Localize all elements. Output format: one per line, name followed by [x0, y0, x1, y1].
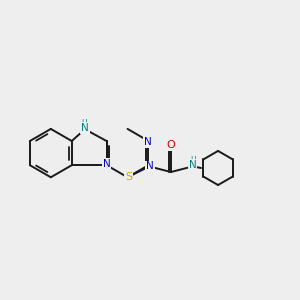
- Text: N: N: [146, 161, 154, 171]
- Text: N: N: [189, 160, 196, 170]
- Text: N: N: [103, 159, 110, 169]
- Text: N: N: [81, 123, 89, 133]
- Text: N: N: [144, 137, 152, 147]
- Text: H: H: [81, 119, 87, 128]
- Text: H: H: [190, 156, 196, 165]
- Text: S: S: [125, 172, 132, 182]
- Text: O: O: [167, 140, 175, 150]
